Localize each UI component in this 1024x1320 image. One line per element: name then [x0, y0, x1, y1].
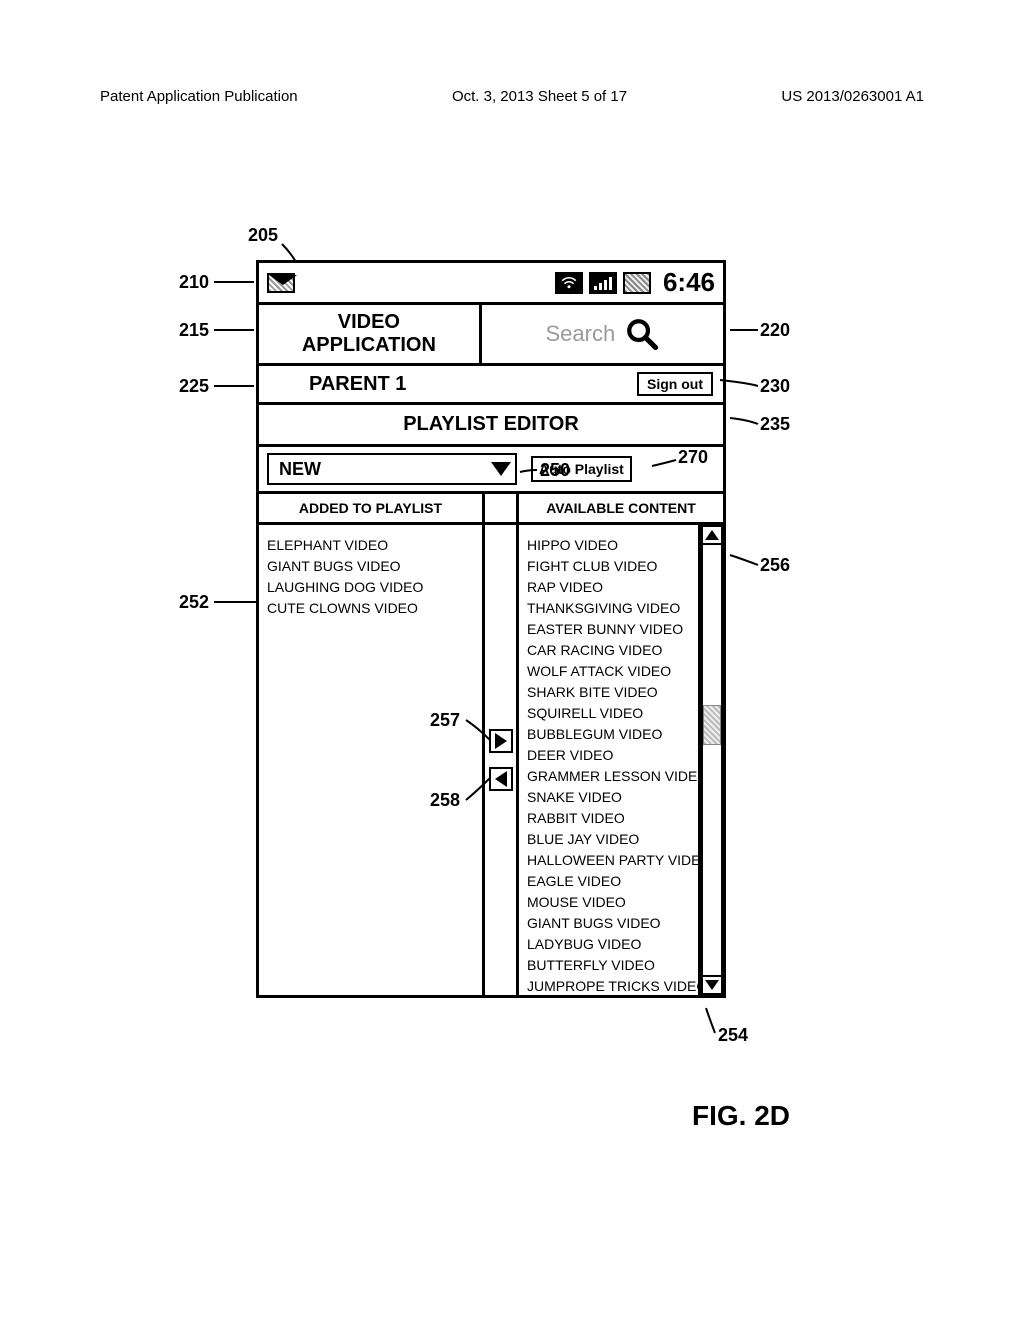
scroll-down-button[interactable]: [701, 975, 723, 995]
added-header: ADDED TO PLAYLIST: [259, 494, 485, 522]
list-item[interactable]: RABBIT VIDEO: [527, 808, 694, 829]
pub-label: Patent Application Publication: [100, 88, 298, 105]
move-right-button[interactable]: [489, 729, 513, 753]
list-item[interactable]: MOUSE VIDEO: [527, 892, 694, 913]
callout-254: 254: [718, 1025, 748, 1046]
list-item[interactable]: LADYBUG VIDEO: [527, 934, 694, 955]
callout-225: 225: [179, 376, 209, 397]
app-title-line1: VIDEO: [263, 311, 475, 334]
app-title-line2: APPLICATION: [263, 334, 475, 357]
list-item[interactable]: BUTTERFLY VIDEO: [527, 955, 694, 976]
available-list[interactable]: HIPPO VIDEOFIGHT CLUB VIDEORAP VIDEOTHAN…: [519, 525, 701, 995]
signal-icon: [589, 272, 617, 294]
list-item[interactable]: SNAKE VIDEO: [527, 787, 694, 808]
editor-title: PLAYLIST EDITOR: [259, 405, 723, 447]
available-header: AVAILABLE CONTENT: [519, 494, 723, 522]
list-item[interactable]: HIPPO VIDEO: [527, 535, 694, 556]
list-item[interactable]: WOLF ATTACK VIDEO: [527, 661, 694, 682]
list-item[interactable]: GRAMMER LESSON VIDEO: [527, 766, 694, 787]
search-placeholder: Search: [546, 321, 616, 347]
page-header: Patent Application Publication Oct. 3, 2…: [100, 88, 924, 105]
callout-256: 256: [760, 555, 790, 576]
list-item[interactable]: ELEPHANT VIDEO: [267, 535, 474, 556]
list-item[interactable]: CUTE CLOWNS VIDEO: [267, 598, 474, 619]
list-item[interactable]: LAUGHING DOG VIDEO: [267, 577, 474, 598]
callout-252: 252: [179, 592, 209, 613]
callout-230: 230: [760, 376, 790, 397]
sheet-label: Oct. 3, 2013 Sheet 5 of 17: [452, 88, 627, 105]
list-item[interactable]: GIANT BUGS VIDEO: [267, 556, 474, 577]
list-item[interactable]: GIANT BUGS VIDEO: [527, 913, 694, 934]
chevron-down-icon: [491, 462, 511, 476]
app-title: VIDEO APPLICATION: [259, 305, 482, 363]
arrow-up-icon: [705, 530, 719, 540]
playlist-select-label: NEW: [279, 459, 321, 480]
list-item[interactable]: BLUE JAY VIDEO: [527, 829, 694, 850]
callout-220: 220: [760, 320, 790, 341]
wifi-icon: [555, 272, 583, 294]
search-icon: [625, 317, 659, 351]
callout-210: 210: [179, 272, 209, 293]
scroll-track[interactable]: [701, 545, 723, 975]
list-item[interactable]: JUMPROPE TRICKS VIDEO: [527, 976, 694, 995]
callout-235: 235: [760, 414, 790, 435]
status-clock: 6:46: [663, 267, 715, 298]
added-list[interactable]: ELEPHANT VIDEOGIANT BUGS VIDEOLAUGHING D…: [259, 525, 485, 995]
callout-257: 257: [430, 710, 460, 731]
callout-270: 270: [678, 447, 708, 468]
list-item[interactable]: DEER VIDEO: [527, 745, 694, 766]
list-item[interactable]: FIGHT CLUB VIDEO: [527, 556, 694, 577]
user-label: PARENT 1: [309, 373, 406, 396]
status-bar: 6:46: [259, 263, 723, 305]
list-item[interactable]: SHARK BITE VIDEO: [527, 682, 694, 703]
list-item[interactable]: RAP VIDEO: [527, 577, 694, 598]
sign-out-button[interactable]: Sign out: [637, 372, 713, 396]
battery-icon: [623, 272, 651, 294]
list-item[interactable]: SQUIRELL VIDEO: [527, 703, 694, 724]
callout-215: 215: [179, 320, 209, 341]
scroll-up-button[interactable]: [701, 525, 723, 545]
device-frame: 6:46 VIDEO APPLICATION Search PARENT 1 S…: [256, 260, 726, 998]
list-item[interactable]: CAR RACING VIDEO: [527, 640, 694, 661]
callout-250: 250: [540, 460, 570, 481]
callout-258: 258: [430, 790, 460, 811]
arrow-left-icon: [495, 771, 507, 787]
pub-number: US 2013/0263001 A1: [781, 88, 924, 105]
list-item[interactable]: THANKSGIVING VIDEO: [527, 598, 694, 619]
scroll-thumb[interactable]: [703, 705, 721, 745]
scrollbar[interactable]: [701, 525, 723, 995]
move-left-button[interactable]: [489, 767, 513, 791]
list-item[interactable]: EAGLE VIDEO: [527, 871, 694, 892]
list-item[interactable]: HALLOWEEN PARTY VIDE: [527, 850, 694, 871]
callout-205: 205: [248, 225, 278, 246]
mail-icon: [267, 273, 295, 293]
arrow-down-icon: [705, 980, 719, 990]
list-item[interactable]: BUBBLEGUM VIDEO: [527, 724, 694, 745]
playlist-select[interactable]: NEW: [267, 453, 517, 485]
list-item[interactable]: EASTER BUNNY VIDEO: [527, 619, 694, 640]
search-field[interactable]: Search: [482, 305, 723, 363]
arrow-right-icon: [495, 733, 507, 749]
figure-label: FIG. 2D: [692, 1100, 790, 1132]
gap-header: [485, 494, 519, 522]
